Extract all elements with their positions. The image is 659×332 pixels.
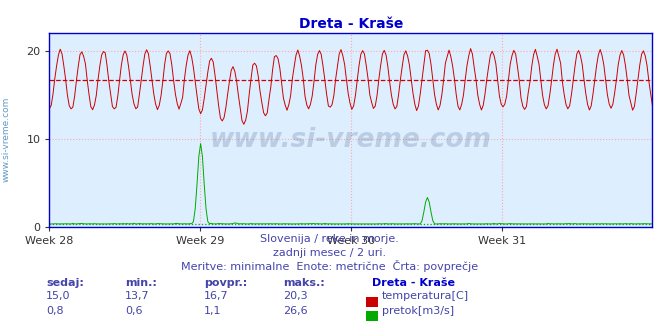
Text: 15,0: 15,0 [46,291,71,301]
Text: temperatura[C]: temperatura[C] [382,291,469,301]
Text: povpr.:: povpr.: [204,278,248,288]
Text: Meritve: minimalne  Enote: metrične  Črta: povprečje: Meritve: minimalne Enote: metrične Črta:… [181,260,478,272]
Text: www.si-vreme.com: www.si-vreme.com [210,127,492,153]
Text: zadnji mesec / 2 uri.: zadnji mesec / 2 uri. [273,248,386,258]
Text: maks.:: maks.: [283,278,325,288]
Text: 0,6: 0,6 [125,306,143,316]
Text: min.:: min.: [125,278,157,288]
Text: www.si-vreme.com: www.si-vreme.com [2,97,11,182]
Text: pretok[m3/s]: pretok[m3/s] [382,306,454,316]
Text: Dreta - Kraše: Dreta - Kraše [372,278,455,288]
Text: 0,8: 0,8 [46,306,64,316]
Text: 1,1: 1,1 [204,306,222,316]
Text: 13,7: 13,7 [125,291,150,301]
Text: 16,7: 16,7 [204,291,229,301]
Text: Slovenija / reke in morje.: Slovenija / reke in morje. [260,234,399,244]
Text: 20,3: 20,3 [283,291,308,301]
Text: 26,6: 26,6 [283,306,308,316]
Title: Dreta - Kraše: Dreta - Kraše [299,17,403,31]
Text: sedaj:: sedaj: [46,278,84,288]
